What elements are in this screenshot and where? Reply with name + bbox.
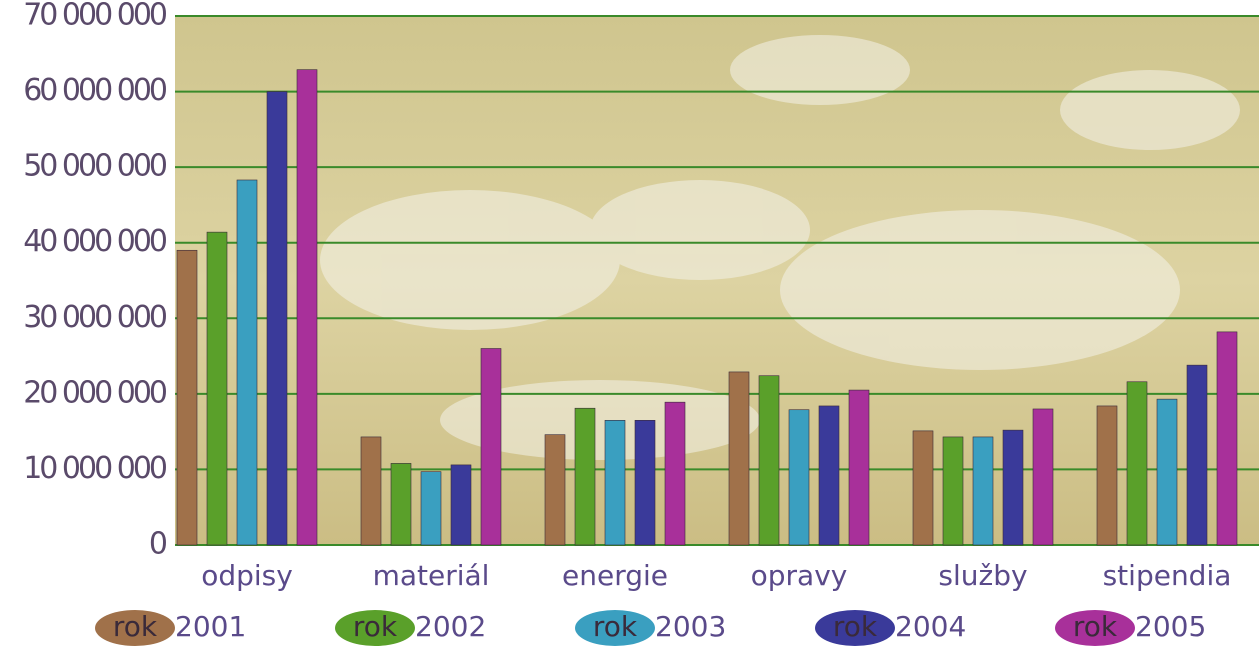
legend-prefix: rok [353, 610, 398, 643]
legend-label: 2002 [415, 610, 486, 643]
bar [266, 91, 288, 546]
bar [604, 420, 626, 546]
legend-swatch [95, 610, 175, 646]
x-tick-label: služby [938, 559, 1027, 592]
bar [1096, 405, 1118, 546]
y-tick-label: 70 000 000 [23, 0, 167, 33]
bar [574, 407, 596, 546]
bar [1002, 429, 1024, 546]
bar [206, 231, 228, 546]
y-tick-label: 40 000 000 [23, 224, 167, 259]
y-tick-label: 10 000 000 [23, 451, 167, 486]
bar [972, 436, 994, 546]
bar [758, 375, 780, 546]
x-tick-label: opravy [751, 559, 848, 592]
legend-swatch [815, 610, 895, 646]
bar [1156, 398, 1178, 546]
bar [236, 179, 258, 546]
bar [480, 348, 502, 546]
bar [176, 249, 198, 546]
legend-label: 2005 [1135, 610, 1206, 643]
bar [848, 389, 870, 546]
bar [1186, 364, 1208, 546]
bar [634, 420, 656, 546]
bar [1032, 408, 1054, 546]
bar [912, 430, 934, 546]
bar [728, 371, 750, 546]
bar [420, 471, 442, 546]
legend-prefix: rok [1073, 610, 1118, 643]
bar [296, 69, 318, 546]
legend-prefix: rok [113, 610, 158, 643]
y-tick-label: 0 [149, 527, 167, 562]
bar [818, 405, 840, 546]
legend-prefix: rok [833, 610, 878, 643]
y-tick-label: 60 000 000 [23, 73, 167, 108]
bar [544, 434, 566, 546]
bar [942, 436, 964, 546]
bar [788, 409, 810, 546]
x-tick-label: materiál [373, 559, 490, 592]
x-tick-label: odpisy [201, 559, 293, 592]
bar [450, 464, 472, 546]
bar [1216, 331, 1238, 546]
legend-label: 2004 [895, 610, 966, 643]
legend-swatch [335, 610, 415, 646]
legend-label: 2001 [175, 610, 246, 643]
bar [360, 436, 382, 546]
legend-prefix: rok [593, 610, 638, 643]
bar [1126, 381, 1148, 546]
bar [664, 401, 686, 546]
y-tick-label: 50 000 000 [23, 149, 167, 184]
legend-swatch [1055, 610, 1135, 646]
bar [390, 463, 412, 546]
x-tick-label: energie [562, 559, 668, 592]
y-tick-label: 30 000 000 [23, 300, 167, 335]
x-tick-label: stipendia [1103, 559, 1232, 592]
legend-swatch [575, 610, 655, 646]
y-tick-label: 20 000 000 [23, 375, 167, 410]
legend-label: 2003 [655, 610, 726, 643]
